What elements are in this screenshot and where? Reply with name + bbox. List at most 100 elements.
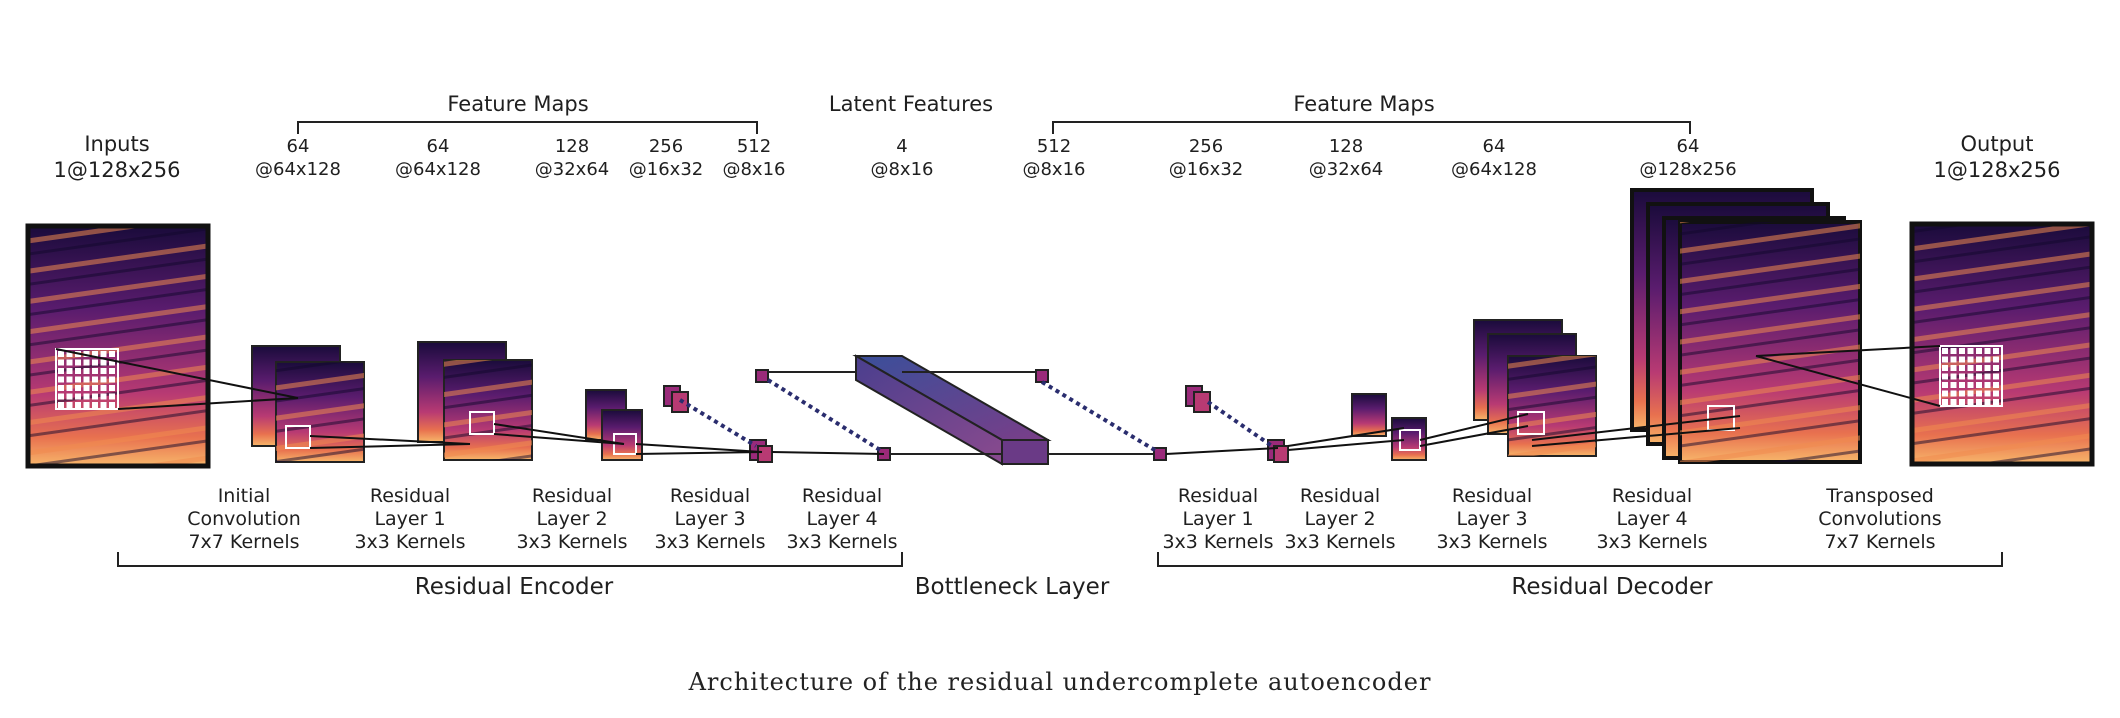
layer-label: 3x3 Kernels <box>654 531 765 553</box>
kernel-cell <box>1967 365 1974 371</box>
layer-label: Residual <box>670 485 750 507</box>
layer-label: Layer 1 <box>374 508 445 530</box>
layer-label: Residual <box>1300 485 1380 507</box>
encoder-dim-size: @32x64 <box>535 159 609 180</box>
decoder-residual-2-maps <box>1185 385 1289 463</box>
kernel-cell <box>1959 382 1965 388</box>
layer-label: Layer 4 <box>1616 508 1687 530</box>
kernel-cell <box>92 393 98 400</box>
kernel-cell <box>109 376 115 383</box>
latent-features-title: Latent Features <box>829 92 993 116</box>
encoder-dim-size: @8x16 <box>722 159 785 180</box>
kernel-cell <box>1984 399 1991 405</box>
layer-label: Layer 3 <box>674 508 745 530</box>
decoder-layer-labels: Residual Layer 1 3x3 Kernels Residual La… <box>1162 485 1941 553</box>
decoder-dim-size: @16x32 <box>1169 159 1243 180</box>
layer-label: Layer 2 <box>536 508 607 530</box>
kernel-cell <box>92 368 98 374</box>
kernel-cell <box>1993 348 1999 354</box>
kernel-cell <box>1993 399 1999 405</box>
kernel-cell <box>1976 399 1982 405</box>
kernel-cell <box>1984 373 1991 380</box>
kernel-cell <box>1976 348 1982 354</box>
kernel-cell <box>75 393 81 400</box>
kernel-cell <box>1993 356 1999 363</box>
encoder-dim-ch: 64 <box>287 136 310 157</box>
kernel-cell <box>1959 365 1965 371</box>
figure-caption: Architecture of the residual undercomple… <box>688 668 1432 696</box>
kernel-cell <box>100 351 107 357</box>
decoder-dim-size: @64x128 <box>1451 159 1537 180</box>
layer-label: 3x3 Kernels <box>1284 531 1395 553</box>
encoder-dim-ch: 128 <box>555 136 589 157</box>
kernel-cell <box>66 402 73 408</box>
encoder-initial-conv-maps <box>251 345 365 463</box>
bottleneck-prism <box>768 354 1158 466</box>
layer-label: Residual <box>802 485 882 507</box>
kernel-cell <box>58 376 64 383</box>
kernel-cell <box>1942 348 1948 354</box>
layer-label: Convolutions <box>1818 508 1941 530</box>
layer-label: Residual <box>1452 485 1532 507</box>
layer-label: Layer 3 <box>1456 508 1527 530</box>
kernel-cell <box>83 359 90 366</box>
kernel-cell <box>1942 390 1948 397</box>
kernel-cell <box>1959 399 1965 405</box>
kernel-cell <box>1967 348 1974 354</box>
kernel-cell <box>1950 399 1957 405</box>
kernel-cell <box>1950 373 1957 380</box>
layer-label: 3x3 Kernels <box>1596 531 1707 553</box>
layer-label: 3x3 Kernels <box>516 531 627 553</box>
kernel-cell <box>75 368 81 374</box>
kernel-cell <box>109 368 115 374</box>
feature-maps-decoder-title: Feature Maps <box>1293 92 1434 116</box>
kernel-cell <box>1950 365 1957 371</box>
layer-label: 3x3 Kernels <box>786 531 897 553</box>
kernel-cell <box>109 351 115 357</box>
kernel-cell <box>1993 373 1999 380</box>
kernel-cell <box>100 393 107 400</box>
decoder-dim-size: @32x64 <box>1309 159 1383 180</box>
decoder-dim-ch: 64 <box>1483 136 1506 157</box>
layer-label: Layer 4 <box>806 508 877 530</box>
kernel-cell <box>109 393 115 400</box>
kernel-cell <box>109 385 115 391</box>
decoder-dim-size: @128x256 <box>1639 159 1736 180</box>
kernel-cell <box>58 359 64 366</box>
decoder-dims: 512 @8x16 256 @16x32 128 @32x64 64 @64x1… <box>1022 136 1736 180</box>
encoder-residual-2-maps <box>585 389 643 461</box>
kernel-cell <box>1959 356 1965 363</box>
kernel-cell <box>66 385 73 391</box>
residual-decoder-title: Residual Decoder <box>1511 574 1713 600</box>
encoder-dim-size: @64x128 <box>255 159 341 180</box>
kernel-cell <box>1984 382 1991 388</box>
kernel-cell <box>83 402 90 408</box>
latent-dims: 4 @8x16 <box>870 136 933 180</box>
kernel-cell <box>58 402 64 408</box>
encoder-dim-ch: 512 <box>737 136 771 157</box>
kernel-cell <box>66 368 73 374</box>
kernel-cell <box>83 351 90 357</box>
kernel-cell <box>1984 390 1991 397</box>
kernel-cell <box>1950 390 1957 397</box>
layer-label: Layer 1 <box>1182 508 1253 530</box>
encoder-dim-size: @16x32 <box>629 159 703 180</box>
decoder-transposed-conv-maps <box>1630 188 1862 464</box>
layer-label: Residual <box>532 485 612 507</box>
decoder-dim-ch: 128 <box>1329 136 1363 157</box>
input-spectrogram <box>25 223 211 469</box>
kernel-cell <box>1942 399 1948 405</box>
decoder-dotted-links <box>1040 380 1274 454</box>
layer-label: 7x7 Kernels <box>188 531 299 553</box>
layer-label: Residual <box>1612 485 1692 507</box>
kernel-cell <box>1950 356 1957 363</box>
encoder-dims: 64 @64x128 64 @64x128 128 @32x64 256 @16… <box>255 136 785 180</box>
inputs-dims: 1@128x256 <box>54 158 181 182</box>
kernel-cell <box>83 368 90 374</box>
decoder-residual-4-maps <box>1473 319 1597 457</box>
kernel-cell <box>1976 390 1982 397</box>
kernel-cell <box>75 402 81 408</box>
inputs-title: Inputs <box>84 132 149 156</box>
kernel-cell <box>1942 365 1948 371</box>
kernel-cell <box>75 385 81 391</box>
